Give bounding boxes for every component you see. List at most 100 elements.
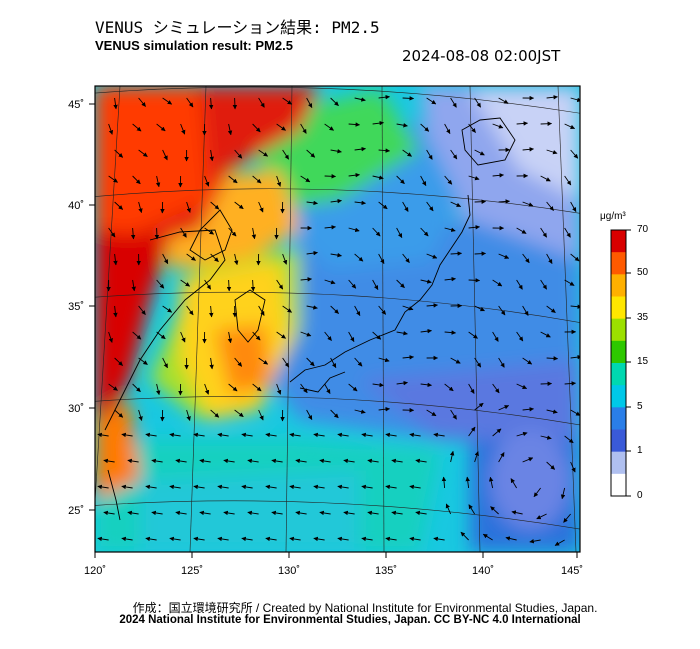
wind-arrow — [465, 476, 470, 489]
wind-arrow — [265, 484, 277, 490]
wind-arrow — [498, 97, 509, 104]
wind-arrow — [516, 227, 527, 234]
wind-arrow — [132, 383, 141, 393]
wind-arrow — [522, 357, 533, 365]
wind-arrow — [468, 504, 475, 515]
wind-arrow — [97, 432, 109, 438]
wind-arrow — [420, 382, 432, 388]
wind-arrow — [169, 484, 181, 490]
wind-arrow — [306, 305, 318, 310]
wind-arrow — [208, 97, 214, 110]
wind-arrow — [282, 149, 290, 160]
wind-arrow — [252, 331, 261, 341]
wind-arrow — [522, 201, 534, 207]
wind-arrow — [103, 510, 115, 516]
wind-arrow — [258, 149, 269, 157]
wind-arrow — [474, 451, 479, 463]
wind-arrow — [367, 458, 379, 464]
wind-arrow — [204, 383, 210, 395]
wind-arrow — [138, 149, 148, 157]
wind-arrow — [468, 383, 475, 394]
wind-arrow — [228, 227, 237, 237]
wind-arrow — [330, 97, 339, 106]
wind-arrow — [372, 331, 382, 340]
wind-arrow — [415, 458, 427, 464]
wind-arrow — [396, 331, 408, 336]
wind-arrow — [426, 149, 433, 160]
lat-label-45: 45˚ — [68, 99, 84, 111]
wind-arrow — [445, 503, 452, 515]
wind-arrow — [492, 383, 500, 394]
forecast-datetime: 2024-08-08 02:00JST — [402, 47, 561, 65]
wind-arrow — [343, 458, 355, 464]
wind-arrow — [313, 432, 325, 438]
colorbar-segment — [611, 451, 626, 475]
concentration-field — [95, 86, 580, 552]
wind-arrow — [490, 506, 499, 515]
wind-arrow — [563, 513, 571, 523]
wind-arrow — [402, 305, 414, 311]
wind-arrow — [155, 175, 161, 188]
wind-arrow — [300, 277, 313, 282]
wind-arrow — [522, 253, 530, 264]
wind-arrow — [265, 536, 277, 542]
wind-arrow — [209, 149, 214, 162]
wind-arrow — [276, 123, 286, 131]
title-english: VENUS simulation result: PM2.5 — [95, 38, 293, 53]
wind-arrow — [130, 227, 136, 240]
lon-label-120: 120˚ — [84, 565, 106, 577]
wind-arrow — [138, 201, 143, 214]
wind-arrow — [169, 536, 181, 542]
wind-arrow — [250, 279, 256, 292]
wind-arrow — [348, 227, 360, 233]
wind-arrow — [474, 402, 484, 411]
wind-arrow — [234, 253, 239, 266]
wind-arrow — [193, 536, 205, 542]
wind-arrow — [300, 383, 308, 394]
lon-label-125: 125˚ — [181, 565, 203, 577]
wind-arrow — [498, 199, 511, 204]
wind-arrow — [348, 331, 355, 343]
lon-tick-marks — [94, 552, 578, 558]
wind-arrow — [391, 510, 403, 516]
wind-arrow — [378, 148, 391, 153]
wind-arrow — [108, 331, 113, 343]
wind-arrow — [127, 510, 139, 516]
wind-arrow — [108, 123, 114, 135]
title-japanese: VENUS シミュレーション結果: PM2.5 — [95, 18, 380, 37]
wind-arrow — [169, 432, 181, 438]
wind-arrow — [113, 253, 118, 266]
lon-label-140: 140˚ — [472, 565, 494, 577]
wind-arrow — [252, 123, 261, 133]
coastlines — [104, 117, 516, 521]
wind-arrow — [295, 458, 307, 464]
wind-arrow — [378, 201, 388, 210]
colorbar-segment — [611, 230, 626, 253]
wind-arrow — [210, 253, 219, 263]
wind-arrow — [204, 227, 214, 235]
wind-arrow — [492, 331, 499, 342]
wind-arrow — [306, 357, 315, 367]
wind-arrow — [433, 536, 445, 542]
wind-arrow — [420, 328, 432, 334]
wind-arrow — [162, 357, 168, 369]
wind-arrow — [289, 536, 301, 542]
wind-arrow — [223, 510, 235, 516]
wind-arrow — [241, 432, 253, 438]
wind-arrow — [468, 175, 480, 181]
lat-label-40: 40˚ — [68, 200, 84, 212]
wind-arrow — [564, 175, 572, 186]
wind-arrow — [180, 123, 186, 135]
wind-arrow — [441, 476, 447, 489]
wind-arrow — [468, 278, 481, 283]
wind-arrow — [227, 123, 233, 136]
colorbar-label-15: 15 — [637, 356, 649, 367]
wind-arrow — [474, 251, 487, 256]
wind-arrow — [348, 279, 357, 289]
graticule — [95, 86, 580, 552]
wind-arrow — [271, 458, 283, 464]
wind-arrow — [186, 97, 194, 108]
colorbar-segment — [611, 473, 626, 497]
colorbar-unit: μg/m³ — [600, 211, 626, 222]
wind-arrow — [420, 123, 430, 132]
